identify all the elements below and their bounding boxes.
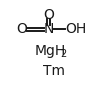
Text: 2: 2 xyxy=(61,49,67,59)
Text: MgH: MgH xyxy=(35,44,66,58)
Text: O: O xyxy=(43,8,54,22)
Text: O: O xyxy=(16,22,27,36)
Text: Tm: Tm xyxy=(43,64,65,78)
Text: N: N xyxy=(43,22,54,36)
Text: OH: OH xyxy=(65,22,86,36)
